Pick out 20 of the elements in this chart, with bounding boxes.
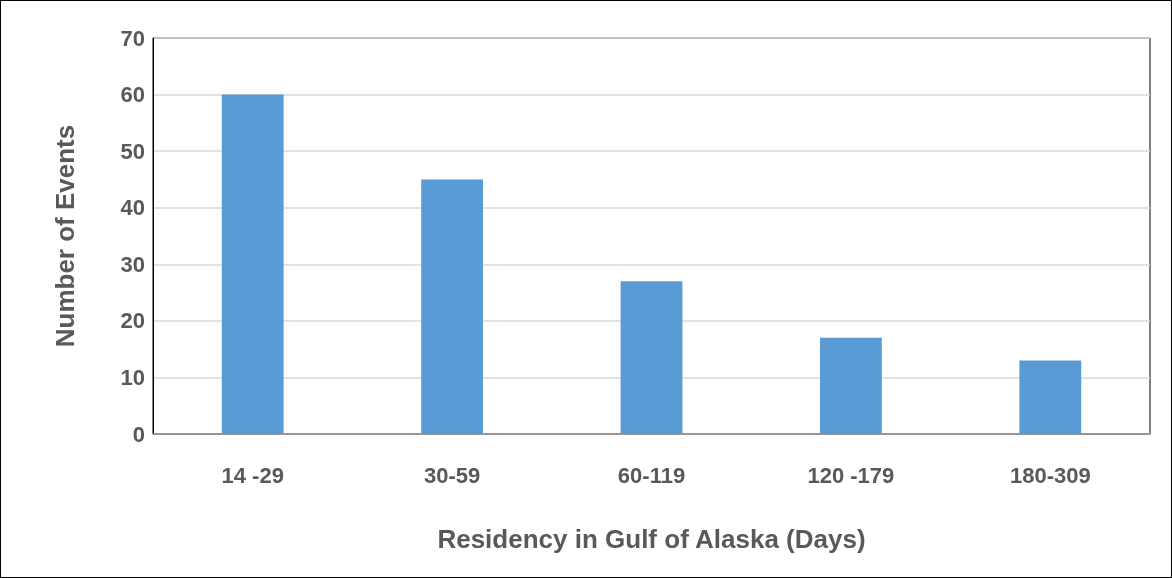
y-axis-title: Number of Events (50, 124, 80, 348)
bar (421, 179, 484, 434)
x-tick-label: 60-119 (617, 462, 686, 488)
x-tick-label: 180-309 (1009, 462, 1091, 488)
bar (221, 94, 284, 434)
x-tick-label: 30-59 (423, 462, 481, 488)
bar (1019, 360, 1082, 434)
y-tick-label: 40 (120, 195, 145, 221)
y-tick-label: 50 (120, 138, 145, 164)
x-tick-label: 120 -179 (807, 462, 895, 488)
y-tick-label: 10 (120, 364, 145, 390)
y-tick-label: 60 (120, 82, 145, 108)
y-tick-label: 0 (132, 421, 145, 447)
y-tick-label: 30 (120, 251, 145, 277)
bar (819, 337, 882, 434)
y-tick-label: 70 (120, 25, 145, 51)
x-tick-label: 14 -29 (221, 462, 284, 488)
y-tick-label: 20 (120, 308, 145, 334)
x-axis-title: Residency in Gulf of Alaska (Days) (437, 524, 866, 554)
bar (620, 281, 683, 434)
